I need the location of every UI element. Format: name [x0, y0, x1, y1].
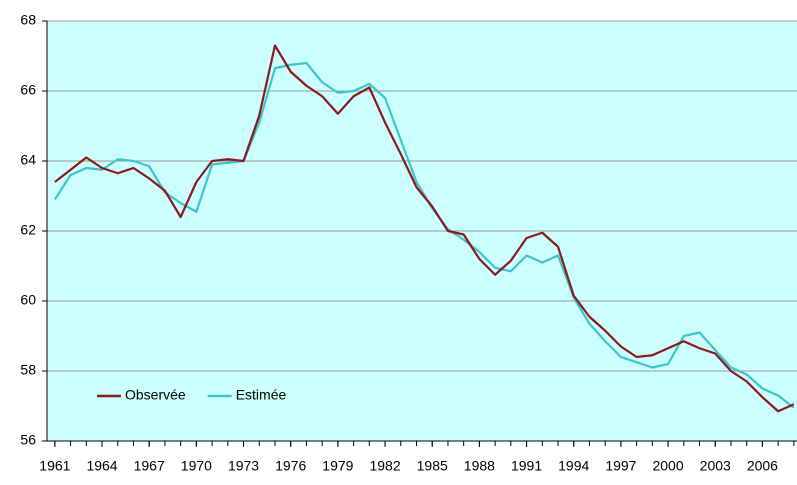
x-tick-label: 1976 — [275, 458, 306, 474]
x-tick-label: 1973 — [228, 458, 259, 474]
x-tick-label: 1997 — [605, 458, 636, 474]
x-tick-label: 2003 — [700, 458, 731, 474]
y-tick-label: 68 — [20, 12, 36, 28]
x-tick-label: 1970 — [181, 458, 212, 474]
x-tick-label: 1964 — [86, 458, 117, 474]
legend-label: Estimée — [236, 387, 287, 403]
line-series — [54, 44, 795, 413]
x-tick-label: 1982 — [369, 458, 400, 474]
x-tick-label: 1988 — [464, 458, 495, 474]
x-tick-label: 2006 — [747, 458, 778, 474]
x-tick-label: 1979 — [322, 458, 353, 474]
x-tick-label: 1961 — [39, 458, 70, 474]
y-tick-label: 58 — [20, 362, 36, 378]
legend-label: Observée — [125, 387, 186, 403]
x-tick-label: 1994 — [558, 458, 589, 474]
y-tick-label: 56 — [20, 432, 36, 448]
line-series — [53, 61, 795, 409]
y-tick-label: 62 — [20, 222, 36, 238]
y-tick-label: 60 — [20, 292, 36, 308]
x-tick-label: 1991 — [511, 458, 542, 474]
x-tick-label: 1985 — [417, 458, 448, 474]
x-tick-label: 1967 — [134, 458, 165, 474]
x-tick-label: 2000 — [652, 458, 683, 474]
y-tick-label: 64 — [20, 152, 36, 168]
y-tick-label: 66 — [20, 82, 36, 98]
